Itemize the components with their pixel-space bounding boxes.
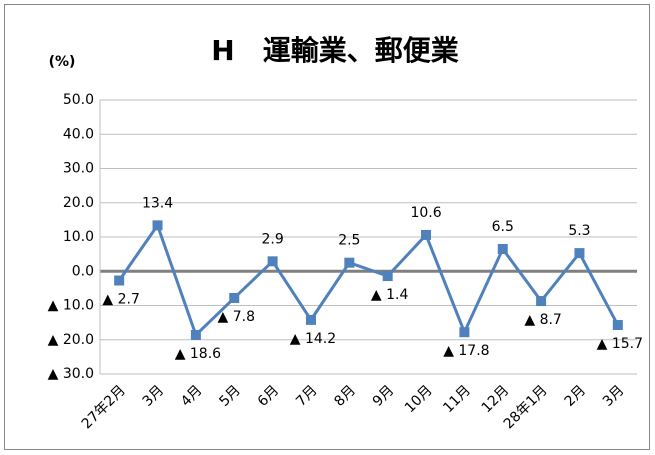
y-tick-label: 30.0 [63,161,94,177]
data-label: ▲ 14.2 [290,331,336,347]
data-label: ▲ 7.8 [218,309,255,325]
marker [190,329,201,340]
y-tick-label: 20.0 [63,195,94,211]
y-tick-label: 10.0 [63,229,94,245]
line [117,222,620,338]
data-label: 13.4 [142,195,173,211]
y-tick-label: 0.0 [72,263,94,279]
marker [152,220,163,231]
y-tick-label: ▲ 10.0 [48,298,94,314]
data-label: 6.5 [492,219,514,235]
y-tick-label: ▲ 20.0 [48,332,94,348]
data-label: 2.9 [261,231,283,247]
marker [114,275,125,286]
y-tick-label: 40.0 [63,126,94,142]
chart-border [4,4,650,450]
marker [612,320,623,331]
marker [229,292,240,303]
marker [421,229,432,240]
data-label: 2.5 [338,233,360,249]
y-axis-label: (%) [49,54,76,70]
marker [267,256,278,267]
marker [459,327,470,338]
data-label: 5.3 [568,223,590,239]
data-label: ▲ 17.8 [443,343,489,359]
data-label: ▲ 8.7 [524,312,561,328]
data-label: ▲ 2.7 [102,291,139,307]
marker [536,296,547,307]
data-label: ▲ 15.7 [597,336,643,352]
chart-title: H 運輸業、郵便業 [211,34,458,67]
marker [574,248,585,259]
marker [305,314,316,325]
data-label: ▲ 1.4 [371,287,409,303]
data-label: ▲ 18.6 [175,346,221,362]
y-tick-label: ▲ 30.0 [48,366,94,382]
marker [344,257,355,268]
marker [497,243,508,254]
marker [382,271,393,282]
data-label: 10.6 [410,205,441,221]
y-tick-label: 50.0 [63,92,94,108]
